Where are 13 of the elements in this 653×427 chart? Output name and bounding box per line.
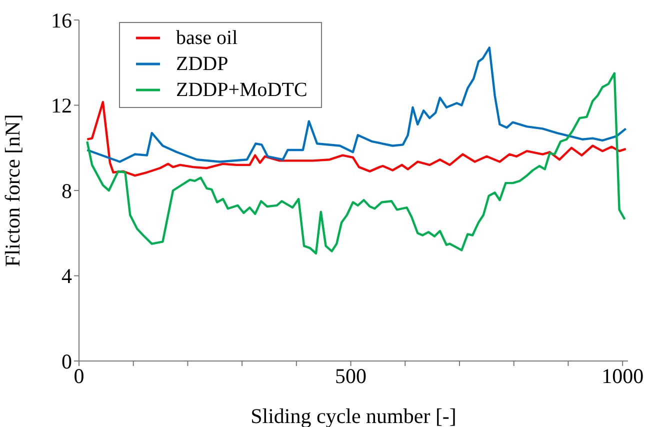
line-series [86,72,626,254]
legend-label: ZDDP+MoDTC [176,78,308,103]
x-tick-label: 500 [335,364,367,388]
line-series [86,46,627,163]
y-tick-label: 16 [51,8,72,32]
legend-label: ZDDP [176,52,228,77]
y-tick-label: 12 [51,94,72,118]
x-tick-label: 1000 [602,364,644,388]
line-series [86,100,627,177]
y-tick-label: 4 [62,264,72,288]
y-tick-label: 8 [62,178,72,203]
legend-label: base oil [176,26,238,51]
y-axis-title: Flicton force [nN] [0,114,24,267]
